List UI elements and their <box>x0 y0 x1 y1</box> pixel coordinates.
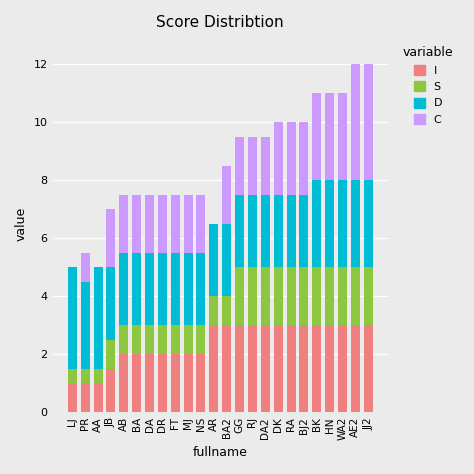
Bar <box>93 267 102 369</box>
Bar <box>364 64 373 180</box>
Bar <box>119 354 128 412</box>
Bar <box>287 195 296 267</box>
Bar <box>364 180 373 267</box>
Bar <box>119 195 128 253</box>
Bar <box>145 325 154 354</box>
Bar <box>248 267 257 325</box>
X-axis label: fullname: fullname <box>193 446 248 459</box>
Bar <box>248 195 257 267</box>
Bar <box>222 224 231 296</box>
Bar <box>325 325 334 412</box>
Bar <box>248 325 257 412</box>
Bar <box>132 195 141 253</box>
Bar <box>106 210 115 267</box>
Bar <box>183 325 192 354</box>
Bar <box>68 383 77 412</box>
Bar <box>273 325 283 412</box>
Bar <box>145 253 154 325</box>
Bar <box>300 267 309 325</box>
Bar <box>106 369 115 412</box>
Bar <box>351 325 360 412</box>
Bar <box>338 325 347 412</box>
Bar <box>197 325 206 354</box>
Bar <box>210 224 219 296</box>
Bar <box>197 195 206 253</box>
Bar <box>183 195 192 253</box>
Bar <box>235 195 244 267</box>
Bar <box>364 325 373 412</box>
Bar <box>312 267 321 325</box>
Bar <box>273 195 283 267</box>
Bar <box>93 383 102 412</box>
Bar <box>171 354 180 412</box>
Bar <box>68 369 77 383</box>
Bar <box>171 195 180 253</box>
Bar <box>261 267 270 325</box>
Bar <box>351 267 360 325</box>
Bar <box>273 267 283 325</box>
Bar <box>338 180 347 267</box>
Y-axis label: value: value <box>15 207 28 241</box>
Bar <box>235 325 244 412</box>
Bar <box>312 93 321 180</box>
Bar <box>222 325 231 412</box>
Bar <box>145 195 154 253</box>
Bar <box>351 64 360 180</box>
Legend: I, S, D, C: I, S, D, C <box>397 41 459 130</box>
Bar <box>300 122 309 195</box>
Title: Score Distribtion: Score Distribtion <box>156 15 284 30</box>
Bar <box>132 354 141 412</box>
Bar <box>183 354 192 412</box>
Bar <box>171 325 180 354</box>
Bar <box>325 267 334 325</box>
Bar <box>183 253 192 325</box>
Bar <box>235 137 244 195</box>
Bar <box>81 369 90 383</box>
Bar <box>222 296 231 325</box>
Bar <box>248 137 257 195</box>
Bar <box>158 195 167 253</box>
Bar <box>312 325 321 412</box>
Bar <box>93 369 102 383</box>
Bar <box>338 93 347 180</box>
Bar <box>287 325 296 412</box>
Bar <box>81 383 90 412</box>
Bar <box>119 325 128 354</box>
Bar <box>158 354 167 412</box>
Bar <box>210 325 219 412</box>
Bar <box>261 195 270 267</box>
Bar <box>300 325 309 412</box>
Bar <box>351 180 360 267</box>
Bar <box>197 253 206 325</box>
Bar <box>235 267 244 325</box>
Bar <box>197 354 206 412</box>
Bar <box>222 166 231 224</box>
Bar <box>261 325 270 412</box>
Bar <box>132 253 141 325</box>
Bar <box>325 180 334 267</box>
Bar <box>261 137 270 195</box>
Bar <box>338 267 347 325</box>
Bar <box>273 122 283 195</box>
Bar <box>106 340 115 369</box>
Bar <box>171 253 180 325</box>
Bar <box>364 267 373 325</box>
Bar <box>81 253 90 282</box>
Bar <box>312 180 321 267</box>
Bar <box>81 282 90 369</box>
Bar <box>158 253 167 325</box>
Bar <box>106 267 115 340</box>
Bar <box>325 93 334 180</box>
Bar <box>210 296 219 325</box>
Bar <box>287 267 296 325</box>
Bar <box>132 325 141 354</box>
Bar <box>119 253 128 325</box>
Bar <box>145 354 154 412</box>
Bar <box>68 267 77 369</box>
Bar <box>300 195 309 267</box>
Bar <box>287 122 296 195</box>
Bar <box>158 325 167 354</box>
